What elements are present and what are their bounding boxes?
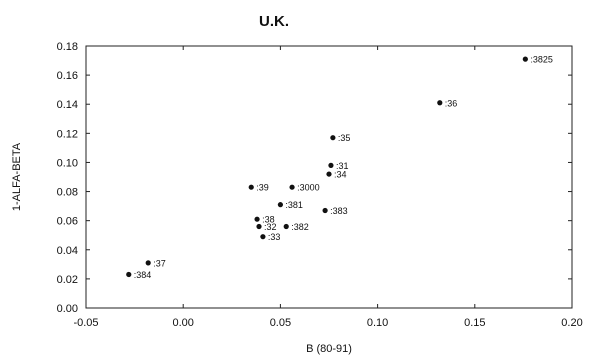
data-point-label: :37 — [153, 258, 166, 268]
y-tick-label: 0.00 — [57, 303, 78, 315]
y-tick-label: 0.04 — [57, 245, 78, 257]
y-tick-label: 0.06 — [57, 216, 78, 228]
x-tick-label: 0.15 — [464, 317, 485, 329]
data-point — [126, 271, 132, 278]
x-tick-label: 0.20 — [561, 317, 582, 329]
data-point-label: :34 — [334, 170, 347, 180]
data-point — [330, 135, 336, 141]
data-point-label: :383 — [330, 206, 348, 216]
data-point-label: :382 — [291, 222, 309, 232]
data-point-label: :39 — [256, 183, 269, 193]
data-point-label: :381 — [285, 200, 303, 210]
y-tick-label: 0.08 — [57, 187, 78, 199]
x-axis-label: B (80-91) — [306, 343, 352, 355]
data-point-label: :31 — [336, 161, 349, 171]
x-tick-label: 0.10 — [367, 317, 388, 329]
y-tick-label: 0.16 — [57, 70, 78, 82]
x-tick-label: 0.05 — [270, 317, 291, 329]
axis-ticks: -0.05 0.00 0.05 0.10 0.15 0.20 0.00 0.02 0.04 0.0… — [57, 41, 583, 329]
data-point-label: :38 — [262, 215, 275, 225]
data-point-label: :35 — [338, 133, 351, 143]
data-point — [328, 162, 334, 168]
data-point-label: :3000 — [297, 183, 320, 193]
x-tick-label: 0.00 — [172, 317, 193, 329]
y-tick-label: 0.14 — [57, 99, 78, 111]
y-axis-label: 1-ALFA-BETA — [11, 142, 23, 211]
data-point — [437, 100, 443, 106]
data-point — [277, 202, 283, 208]
data-point-label: :36 — [445, 98, 458, 108]
data-point — [322, 207, 328, 214]
y-tick-label: 0.18 — [57, 41, 78, 53]
data-point-label: :32 — [264, 222, 277, 232]
data-point — [254, 216, 260, 222]
data-point — [248, 184, 254, 190]
y-tick-label: 0.02 — [57, 274, 78, 286]
data-point-label: :384 — [134, 270, 152, 280]
data-point — [326, 171, 332, 177]
data-point-label: :33 — [268, 232, 281, 242]
data-point-label: :3825 — [530, 55, 553, 65]
y-tick-label: 0.10 — [57, 157, 78, 169]
data-point — [289, 184, 295, 190]
data-point — [283, 223, 289, 230]
x-tick-label: -0.05 — [73, 317, 98, 329]
plot-frame — [85, 45, 573, 309]
data-points: :3825 :36 :35 :31:34 :39 :3000 :381 :383 :38:32:… — [126, 55, 553, 280]
data-point — [145, 260, 151, 266]
data-point — [256, 223, 262, 230]
data-point — [522, 56, 528, 62]
y-tick-label: 0.12 — [57, 128, 78, 140]
data-point — [260, 234, 266, 240]
chart-title: U.K. — [259, 13, 289, 30]
